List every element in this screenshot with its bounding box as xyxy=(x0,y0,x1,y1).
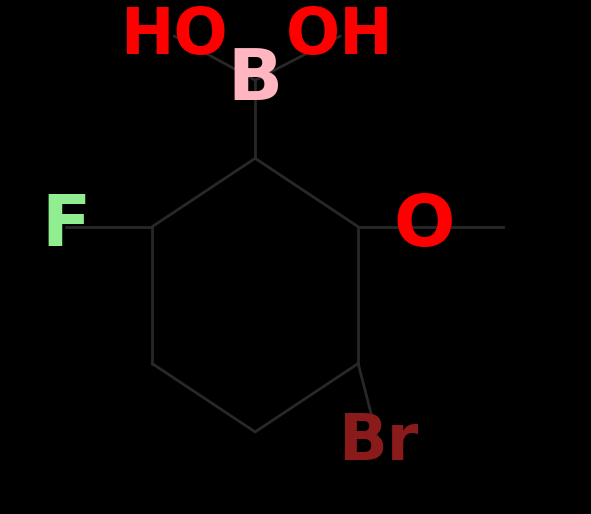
Text: F: F xyxy=(42,192,91,261)
Text: B: B xyxy=(228,46,282,115)
Text: HO: HO xyxy=(121,5,228,67)
Text: O: O xyxy=(394,192,455,261)
Text: Br: Br xyxy=(338,411,418,473)
Text: OH: OH xyxy=(286,5,394,67)
